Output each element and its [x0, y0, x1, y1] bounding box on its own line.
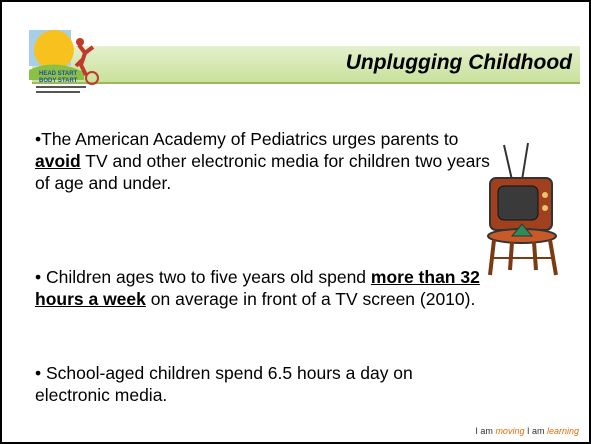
text: I am [475, 426, 495, 436]
footer: I am moving I am learning [475, 426, 579, 436]
emphasis: avoid [35, 151, 81, 171]
svg-text:BODY START: BODY START [39, 78, 78, 84]
text: • Children ages two to five years old sp… [35, 267, 371, 287]
slide: Unplugging Childhood HEAD START BODY STA… [0, 0, 591, 444]
text: learning [547, 426, 579, 436]
tv-clipart [482, 140, 577, 280]
text: •The American Academy of Pediatrics urge… [35, 129, 458, 149]
text: moving [495, 426, 524, 436]
text: TV and other electronic media for childr… [35, 151, 490, 193]
text: • School-aged children spend 6.5 hours a… [35, 363, 413, 405]
text: on average in front of a TV screen (2010… [146, 289, 475, 309]
bullet: • School-aged children spend 6.5 hours a… [35, 362, 490, 406]
logo: HEAD START BODY START [24, 20, 119, 100]
svg-text:HEAD START: HEAD START [39, 71, 78, 77]
bullet: • Children ages two to five years old sp… [35, 266, 490, 310]
bullet: •The American Academy of Pediatrics urge… [35, 128, 490, 194]
text: I am [524, 426, 547, 436]
slide-title: Unplugging Childhood [346, 51, 572, 75]
